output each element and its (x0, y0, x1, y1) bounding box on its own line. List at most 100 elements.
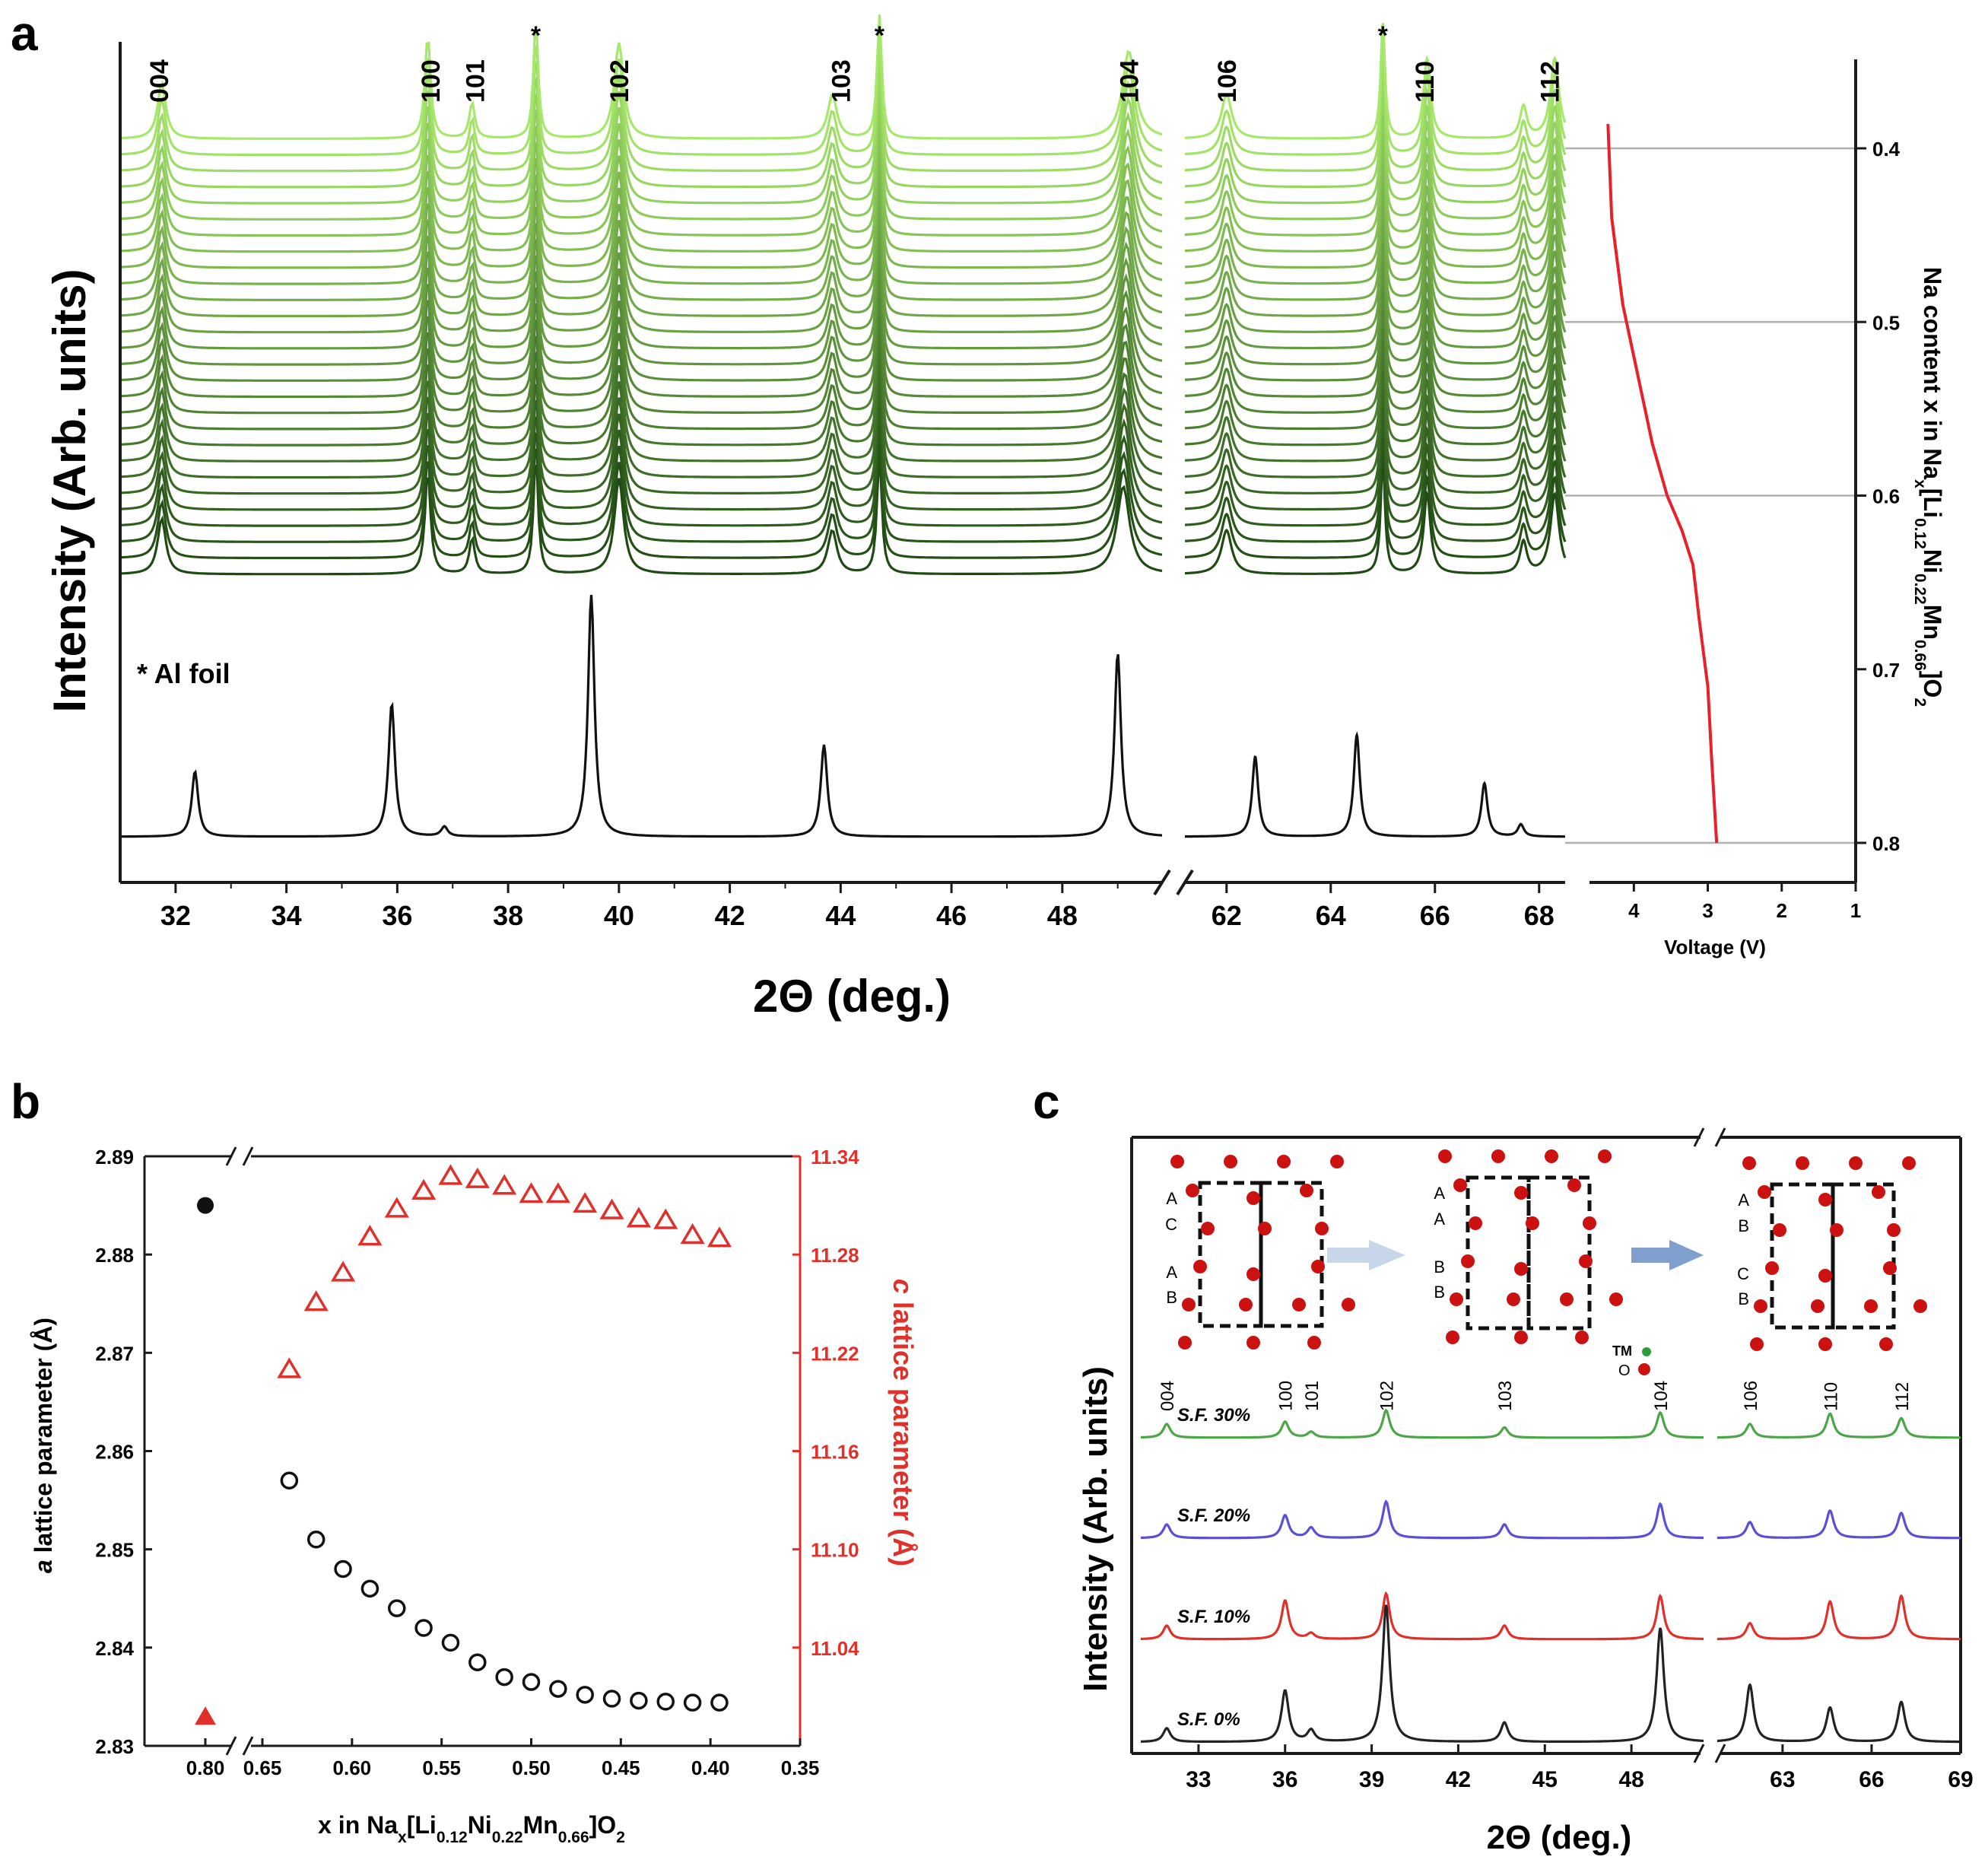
oxygen-atom (1864, 1299, 1878, 1313)
peak-label-asterisk: * (875, 21, 885, 50)
xrd-pattern-line (1141, 1591, 1704, 1641)
panel-a-voltage: Voltage (V) Na content x in Nax[Li0.12Ni… (1565, 59, 1946, 959)
panel-c-xlabel: 2Θ (deg.) (1487, 1819, 1632, 1856)
oxygen-atom (1545, 1149, 1558, 1163)
operando-pattern-line (1185, 329, 1567, 447)
oxygen-atom (1461, 1254, 1475, 1268)
panel-a-plot-area: 32 34 36 38 40 42 44 46 48 62 64 66 68 004 100 101 * 102 1… (119, 14, 1567, 931)
oxygen-atom (1491, 1149, 1505, 1163)
voltage-x-tick-label: 3 (1702, 899, 1713, 922)
oxygen-atom (1560, 1292, 1574, 1306)
c-x-tick-label: 42 (1446, 1767, 1471, 1792)
open-triangle-point (465, 1167, 490, 1188)
x-tick-label: 32 (160, 900, 191, 931)
c-peak-label: 004 (1158, 1381, 1178, 1411)
voltage-curve (1606, 123, 1719, 844)
operando-pattern-line (119, 14, 1163, 140)
operando-pattern-line (1185, 232, 1567, 350)
open-circle-point (495, 1667, 513, 1687)
panel-a-ylabel: Intensity (Arb. units) (44, 269, 95, 712)
oxygen-atom (1830, 1223, 1844, 1237)
b-x-tick-label: 0.45 (602, 1756, 640, 1779)
b-left-tick-label: 2.84 (95, 1637, 134, 1660)
oxygen-atom (1224, 1155, 1237, 1168)
oxygen-atom (1438, 1149, 1452, 1163)
open-triangle-point (438, 1164, 463, 1185)
axis-break-mark (242, 1146, 254, 1166)
oxygen-atom (1307, 1336, 1321, 1350)
operando-pattern-line (1185, 393, 1567, 511)
x-tick-label: 40 (604, 900, 634, 931)
operando-pattern-line (119, 46, 1163, 173)
operando-pattern-line (119, 320, 1163, 447)
oxygen-atom (1811, 1299, 1824, 1313)
oxygen-atom (1292, 1298, 1306, 1311)
voltage-y-tick-label: 0.6 (1872, 485, 1900, 508)
peak-label: 103 (827, 59, 856, 103)
x-tick-label: 68 (1524, 900, 1555, 931)
axis-break-mark (225, 1146, 237, 1166)
stacking-layer-label: B (1738, 1289, 1749, 1308)
unit-cell-box (1198, 1181, 1263, 1328)
operando-pattern-line (119, 62, 1163, 189)
oxygen-atom (1246, 1267, 1260, 1281)
c-peak-label: 101 (1302, 1381, 1323, 1411)
axis-break-mark (1693, 1127, 1705, 1147)
operando-pattern-line (1185, 87, 1567, 205)
oxygen-atom (1453, 1178, 1467, 1192)
unit-cell-box (1831, 1182, 1896, 1330)
oxygen-atom (1765, 1261, 1779, 1275)
c-x-tick-label: 39 (1359, 1767, 1384, 1792)
xrd-pattern-line (1717, 1594, 1961, 1641)
oxygen-atom (1887, 1223, 1901, 1237)
voltage-y-tick-label: 0.7 (1872, 659, 1900, 682)
open-triangle-point (599, 1198, 624, 1219)
open-circle-point (576, 1686, 594, 1704)
xrd-pattern-line (1140, 1604, 1704, 1743)
open-circle-point (468, 1653, 487, 1671)
arrow-right-icon (1631, 1240, 1704, 1270)
c-x-tick-label: 45 (1532, 1767, 1558, 1792)
oxygen-atom (1598, 1149, 1612, 1163)
unit-cell-box (1526, 1175, 1592, 1330)
operando-pattern-line (119, 401, 1163, 527)
open-triangle-point (707, 1226, 732, 1248)
c-x-tick-label: 48 (1618, 1767, 1643, 1792)
panel-b-xlabel: x in Nax[Li0.12Ni0.22Mn0.66]O2 (318, 1811, 625, 1846)
operando-pattern-line (119, 353, 1163, 479)
reference-pattern-line (120, 594, 1163, 838)
panel-a-xlabel: 2Θ (deg.) (753, 971, 951, 1022)
unit-cell-box (1770, 1182, 1835, 1330)
panel-a-annotation: * Al foil (137, 658, 230, 689)
b-x-tick-label: 0.80 (186, 1756, 225, 1779)
x-tick-label: 62 (1212, 900, 1242, 931)
oxygen-atom (1246, 1191, 1260, 1205)
open-circle-point (360, 1579, 379, 1598)
operando-pattern-line (1185, 297, 1567, 414)
operando-pattern-line (119, 159, 1163, 285)
oxygen-atom (1311, 1260, 1325, 1273)
panel-label-b: b (11, 1074, 40, 1129)
operando-pattern-line (119, 434, 1163, 560)
operando-pattern-line (119, 304, 1163, 431)
panel-b-ylabel-left: a lattice parameter (Å) (30, 1318, 57, 1573)
operando-pattern-line (1185, 103, 1567, 221)
b-right-tick-label: 11.22 (811, 1342, 859, 1365)
peak-label: 112 (1535, 61, 1564, 103)
legend-tm-label: TM (1612, 1343, 1632, 1359)
panel-c-ylabel: Intensity (Arb. units) (1077, 1366, 1114, 1692)
x-tick-label: 44 (825, 900, 856, 931)
voltage-y-tick-label: 0.5 (1872, 311, 1900, 334)
oxygen-atom (1193, 1260, 1207, 1273)
operando-pattern-line (119, 30, 1163, 157)
open-triangle-point (411, 1178, 437, 1200)
oxygen-atom (1186, 1184, 1199, 1197)
xrd-pattern-line (1717, 1683, 1961, 1744)
open-triangle-point (303, 1290, 329, 1311)
x-tick-label: 46 (936, 900, 967, 931)
peak-label-asterisk: * (1378, 21, 1389, 50)
oxygen-atom (1315, 1222, 1329, 1235)
c-peak-label: 112 (1892, 1382, 1913, 1411)
oxygen-atom (1609, 1292, 1623, 1306)
open-circle-point (522, 1673, 541, 1691)
